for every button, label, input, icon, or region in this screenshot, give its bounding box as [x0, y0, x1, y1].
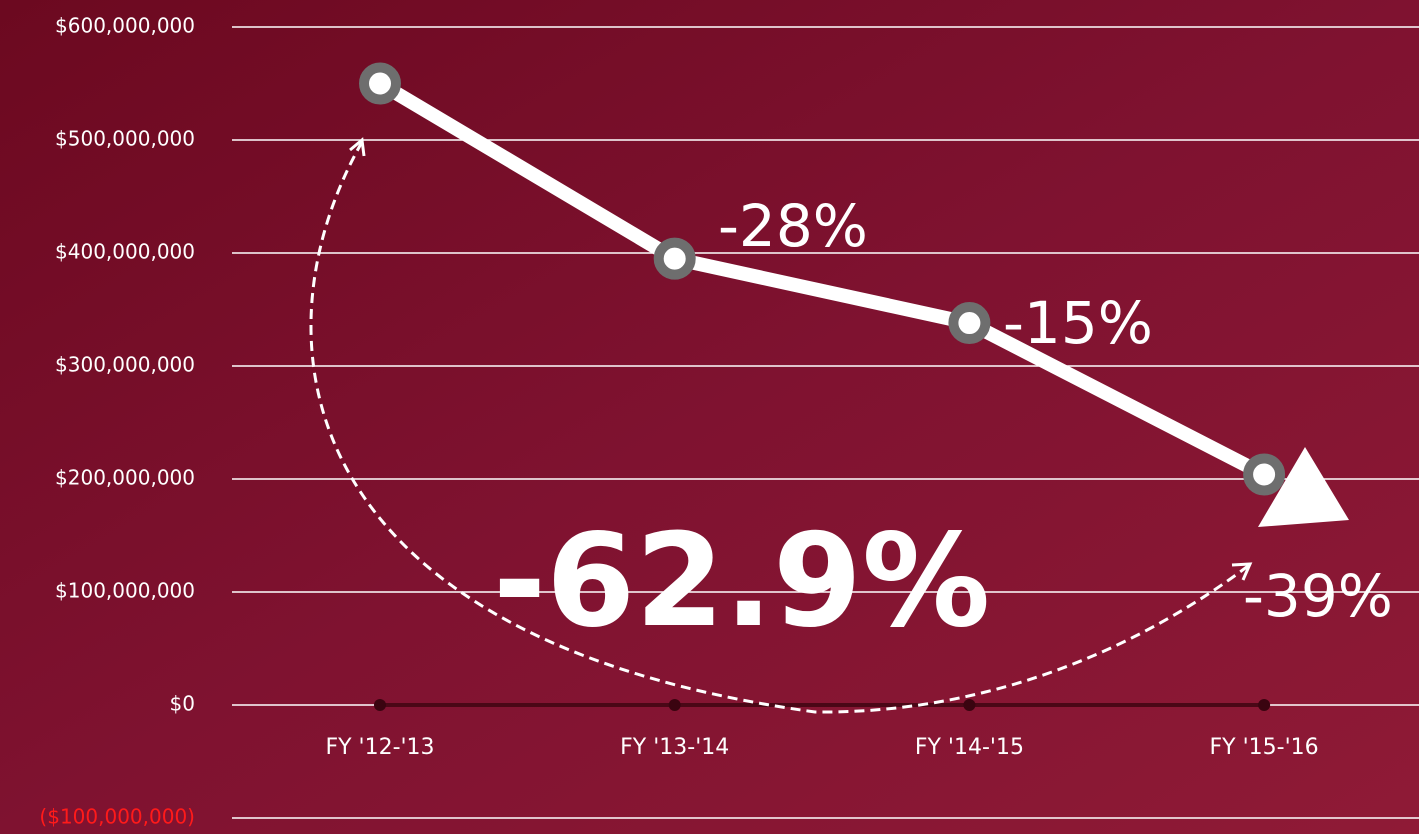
y-tick-label: $500,000,000 [55, 127, 195, 151]
data-point [948, 302, 991, 345]
y-tick-label: $0 [170, 692, 195, 716]
x-axis-dot [963, 699, 976, 711]
annotation: -62.9% [493, 507, 990, 656]
y-tick-label: $100,000,000 [55, 579, 195, 603]
y-tick-label: $400,000,000 [55, 240, 195, 264]
y-tick-label: ($100,000,000) [39, 805, 195, 829]
y-tick-label: $200,000,000 [55, 466, 195, 490]
x-tick-label: FY '12-'13 [325, 735, 434, 760]
x-tick-label: FY '14-'15 [915, 735, 1024, 760]
x-tick-label: FY '13-'14 [620, 735, 729, 760]
x-axis-dot [374, 699, 386, 711]
x-axis-dot [1258, 699, 1271, 711]
y-tick-label: $600,000,000 [55, 14, 195, 38]
data-point [359, 62, 401, 105]
data-line [376, 77, 1268, 481]
x-tick-label: FY '15-'16 [1210, 735, 1319, 760]
arrow-head [349, 137, 366, 157]
annotation: -15% [1003, 289, 1153, 357]
x-axis-dot [668, 699, 681, 711]
trend-arrow-head [1258, 447, 1349, 527]
data-point [653, 237, 696, 280]
arrow-head [1231, 562, 1253, 581]
annotation: -28% [718, 192, 868, 260]
data-point [1243, 453, 1286, 496]
annotation: -39% [1243, 562, 1393, 630]
y-tick-label: $300,000,000 [55, 353, 195, 377]
dashed-arrow [309, 141, 1249, 714]
